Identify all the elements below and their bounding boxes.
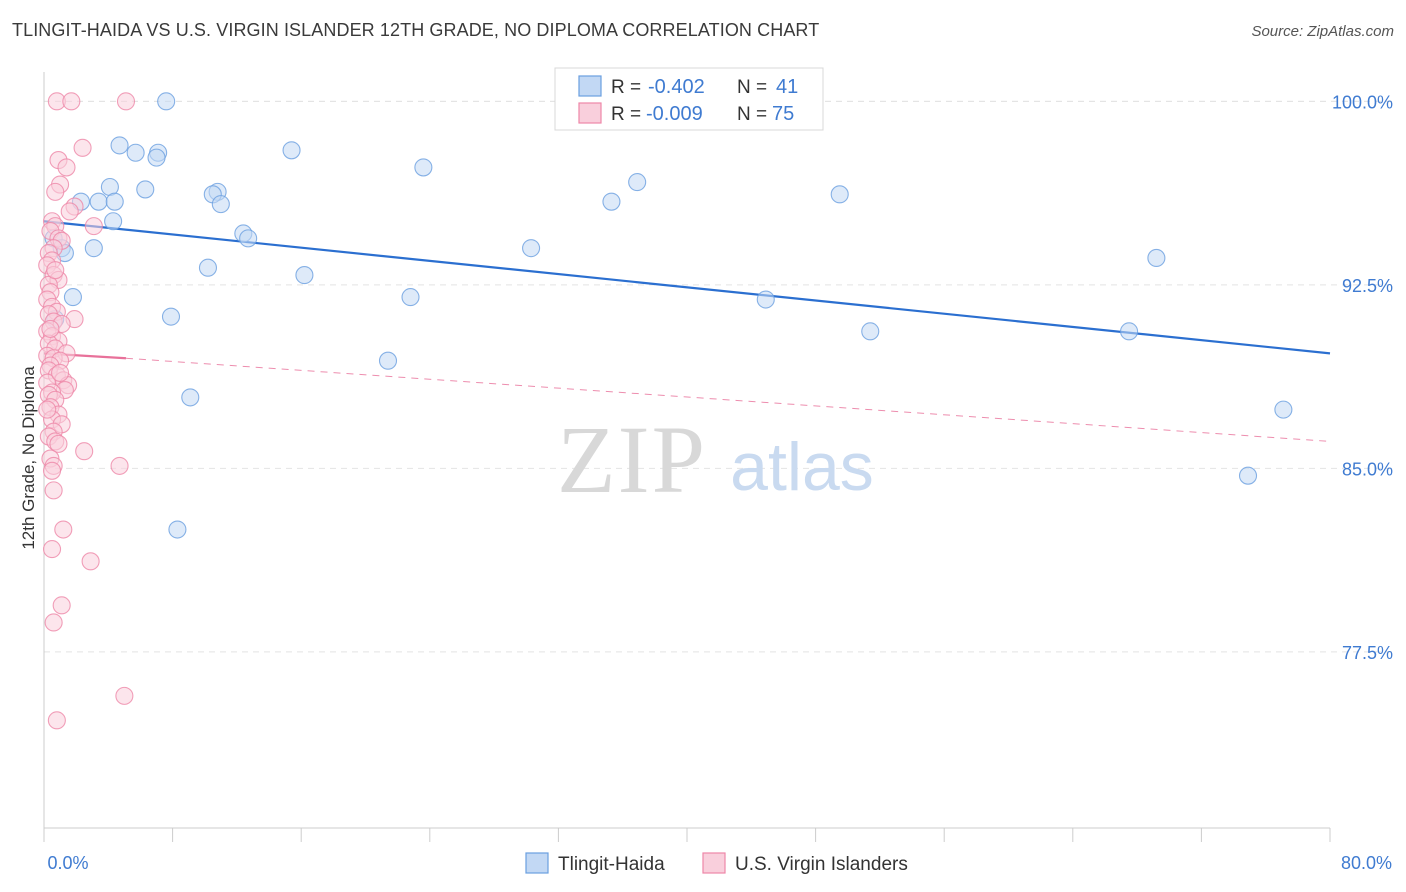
point-tlingit-haida [1147, 248, 1166, 267]
point-tlingit-haida [89, 192, 108, 211]
y-tick-labels: 77.5% 85.0% 92.5% 100.0% [1332, 92, 1393, 662]
point-us-virgin-islanders [81, 552, 100, 571]
stats-box: R = -0.402 N = 41 R = -0.009 N = 75 [554, 67, 824, 131]
point-tlingit-haida [1120, 322, 1139, 341]
point-tlingit-haida [84, 239, 103, 258]
point-us-virgin-islanders [84, 217, 103, 236]
stats-r-label-2: R = [611, 104, 641, 125]
point-tlingit-haida [110, 136, 129, 155]
point-tlingit-haida [126, 143, 145, 162]
trend-line-tlingit-haida [43, 220, 1331, 355]
point-tlingit-haida [1238, 466, 1258, 485]
gridlines [44, 100, 1392, 653]
point-us-virgin-islanders [51, 363, 70, 382]
x-tick-label: 80.0% [1341, 853, 1392, 873]
stats-r-value-1: -0.402 [648, 76, 705, 98]
point-us-virgin-islanders [115, 686, 134, 705]
watermark-zip: ZIP [557, 406, 707, 513]
point-tlingit-haida [63, 288, 82, 307]
point-tlingit-haida [522, 239, 541, 258]
point-us-virgin-islanders [46, 261, 65, 280]
legend-swatch-blue [525, 852, 549, 874]
stats-n-value-1: 41 [776, 76, 798, 98]
point-tlingit-haida [211, 195, 230, 214]
point-tlingit-haida [378, 351, 398, 370]
legend-label-pink: U.S. Virgin Islanders [735, 854, 908, 875]
point-us-virgin-islanders [73, 138, 92, 157]
point-us-virgin-islanders [38, 400, 57, 419]
point-tlingit-haida [401, 288, 420, 307]
point-us-virgin-islanders [42, 461, 62, 480]
point-tlingit-haida [282, 141, 301, 160]
stats-r-label-1: R = [611, 77, 641, 98]
point-tlingit-haida [147, 148, 166, 167]
watermark: ZIP atlas [557, 406, 874, 513]
point-tlingit-haida [198, 258, 218, 277]
y-axis-label: 12th Grade, No Diploma [19, 366, 38, 550]
x-tick-label: 0.0% [47, 853, 88, 873]
point-tlingit-haida [105, 192, 124, 211]
point-tlingit-haida [181, 388, 200, 407]
point-us-virgin-islanders [116, 92, 136, 111]
point-tlingit-haida [157, 92, 176, 111]
point-us-virgin-islanders [49, 434, 68, 453]
point-us-virgin-islanders [75, 442, 94, 461]
stats-swatch-blue [578, 75, 602, 97]
point-us-virgin-islanders [44, 481, 63, 500]
stats-n-label-2: N = [737, 104, 767, 125]
axes [43, 72, 1331, 842]
point-us-virgin-islanders [52, 596, 71, 615]
stats-n-value-2: 75 [772, 103, 794, 125]
point-tlingit-haida [628, 173, 647, 192]
stats-n-label-1: N = [737, 77, 767, 98]
point-tlingit-haida [830, 185, 849, 204]
point-us-virgin-islanders [110, 456, 129, 475]
point-tlingit-haida [1274, 400, 1293, 419]
point-tlingit-haida [136, 180, 155, 199]
y-tick-label: 77.5% [1342, 643, 1393, 663]
point-us-virgin-islanders [57, 158, 76, 177]
x-tick-labels: 0.0% 80.0% [47, 853, 1392, 873]
point-tlingit-haida [756, 290, 775, 309]
point-us-virgin-islanders [47, 711, 66, 730]
point-tlingit-haida [239, 229, 258, 248]
point-tlingit-haida [414, 158, 433, 177]
point-us-virgin-islanders [46, 182, 65, 201]
chart-title: TLINGIT-HAIDA VS U.S. VIRGIN ISLANDER 12… [12, 20, 820, 40]
legend-swatch-pink [702, 852, 726, 874]
point-us-virgin-islanders [41, 319, 60, 338]
source-label: Source: ZipAtlas.com [1251, 23, 1394, 40]
stats-r-value-2: -0.009 [646, 103, 703, 125]
point-tlingit-haida [104, 212, 123, 231]
point-us-virgin-islanders [60, 202, 79, 221]
legend: Tlingit-Haida U.S. Virgin Islanders [525, 852, 908, 875]
y-tick-label: 100.0% [1332, 92, 1393, 112]
data-points [38, 92, 1293, 730]
watermark-atlas: atlas [730, 429, 874, 505]
point-us-virgin-islanders [44, 613, 63, 632]
y-tick-label: 85.0% [1342, 459, 1393, 479]
point-tlingit-haida [295, 266, 314, 285]
trend-line-extension-us-virgin-islanders [125, 357, 1331, 442]
point-tlingit-haida [161, 307, 181, 326]
point-tlingit-haida [861, 322, 880, 341]
legend-label-blue: Tlingit-Haida [558, 854, 665, 875]
point-tlingit-haida [168, 520, 187, 539]
y-tick-label: 92.5% [1342, 276, 1393, 296]
point-us-virgin-islanders [54, 520, 73, 539]
point-tlingit-haida [602, 192, 621, 211]
point-us-virgin-islanders [62, 92, 81, 111]
stats-swatch-pink [578, 102, 602, 124]
point-us-virgin-islanders [42, 540, 62, 559]
